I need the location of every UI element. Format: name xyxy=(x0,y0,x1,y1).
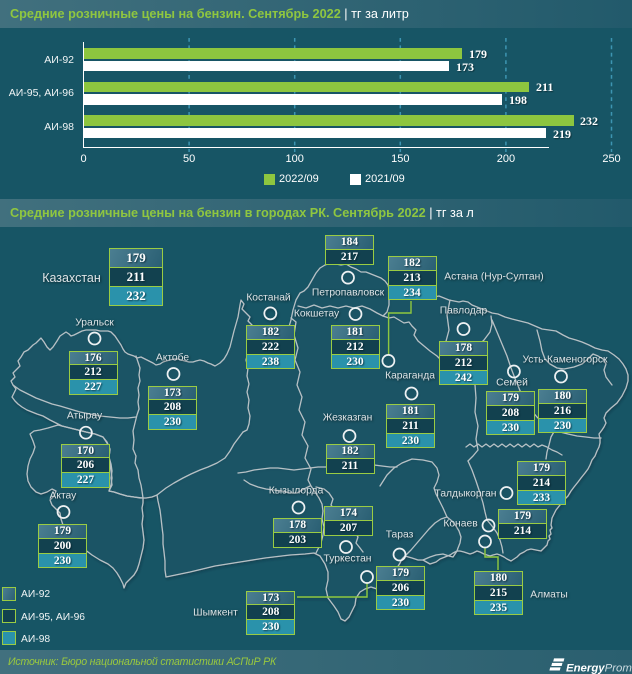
svg-text:EnergyProm: EnergyProm xyxy=(566,662,632,674)
